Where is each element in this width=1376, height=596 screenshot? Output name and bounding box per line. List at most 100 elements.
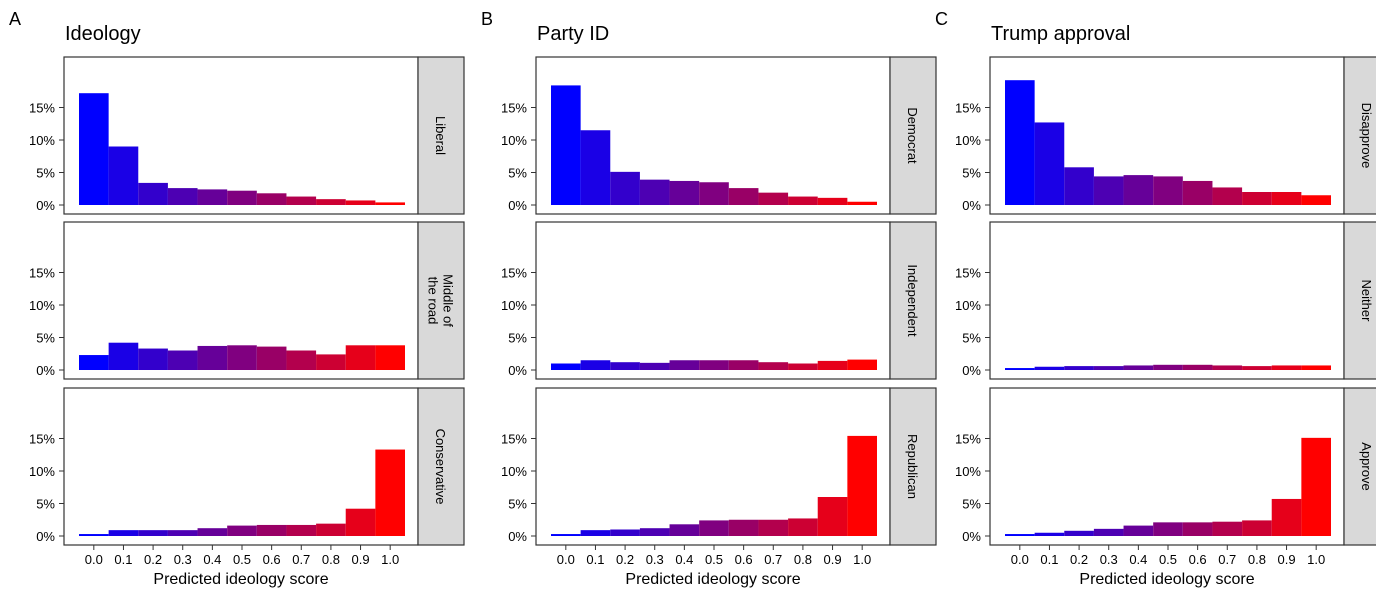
bar: [1153, 176, 1183, 205]
bar: [1271, 192, 1302, 205]
bar: [699, 520, 729, 536]
y-tick-label: 15%: [955, 432, 981, 447]
bar: [788, 518, 818, 536]
y-tick-label: 0%: [508, 198, 527, 213]
bar: [256, 193, 287, 205]
panel-letter: B: [481, 9, 493, 29]
facet-1: Middle ofthe road 0% 5% 10% 15%: [29, 221, 465, 380]
x-tick-label: 0.1: [586, 552, 604, 567]
y-tick-label: 5%: [508, 331, 527, 346]
y-tick-label: 5%: [508, 497, 527, 512]
bar: [167, 188, 198, 205]
bar: [610, 362, 640, 370]
x-tick-label: 0.1: [114, 552, 132, 567]
bar: [167, 530, 198, 536]
bar: [817, 360, 848, 370]
y-tick-label: 5%: [508, 166, 527, 181]
bar: [1093, 176, 1124, 205]
bar: [1064, 366, 1094, 370]
facet-0: Democrat 0% 5% 10% 15%: [501, 56, 937, 215]
bar: [1242, 366, 1272, 370]
x-tick-label: 0.0: [85, 552, 103, 567]
bar: [1034, 122, 1065, 205]
x-axis-label: Predicted ideology score: [153, 571, 328, 588]
x-tick-label: 0.6: [263, 552, 281, 567]
x-tick-label: 0.4: [675, 552, 693, 567]
bar: [699, 360, 729, 370]
panel-letter: C: [935, 9, 948, 29]
x-tick-label: 0.0: [557, 552, 575, 567]
y-tick-label: 15%: [955, 101, 981, 116]
facet-strip: [417, 56, 465, 215]
panel-title: Ideology: [65, 23, 141, 45]
facet-label: Democrat: [905, 107, 920, 164]
y-tick-label: 0%: [508, 363, 527, 378]
facet-strip: [417, 221, 465, 380]
bar: [138, 348, 168, 370]
facet-strip: [417, 387, 465, 546]
bar: [1123, 175, 1154, 205]
bar: [758, 519, 789, 536]
bar: [1005, 534, 1035, 536]
x-tick-label: 0.9: [352, 552, 370, 567]
bar: [345, 508, 376, 536]
bar: [728, 519, 759, 536]
bar: [788, 196, 818, 205]
bar: [1123, 365, 1154, 370]
bar: [1005, 368, 1035, 370]
x-tick-label: 0.6: [735, 552, 753, 567]
bar: [197, 345, 228, 370]
facet-label: Disapprove: [1359, 103, 1374, 169]
y-tick-label: 10%: [501, 133, 527, 148]
bar: [79, 355, 109, 370]
bar: [286, 524, 317, 536]
y-tick-label: 0%: [36, 529, 55, 544]
y-tick-label: 10%: [29, 464, 55, 479]
bar: [699, 182, 729, 205]
bar: [256, 346, 287, 370]
bar: [728, 360, 759, 370]
panel-letter: A: [9, 9, 21, 29]
bar: [551, 85, 581, 205]
y-tick-label: 15%: [501, 101, 527, 116]
bar: [1242, 520, 1272, 536]
bar: [227, 525, 257, 536]
bar: [316, 199, 346, 205]
x-tick-label: 1.0: [853, 552, 871, 567]
bar: [197, 528, 228, 536]
bar: [847, 435, 877, 536]
x-tick-label: 0.5: [233, 552, 251, 567]
bar: [286, 350, 317, 370]
bar: [79, 534, 109, 536]
bar: [167, 350, 198, 370]
y-tick-label: 10%: [501, 464, 527, 479]
y-tick-label: 10%: [955, 133, 981, 148]
x-axis-label: Predicted ideology score: [625, 571, 800, 588]
facet-label: Middle ofthe road: [426, 274, 456, 327]
bar: [286, 196, 317, 205]
bar: [1093, 528, 1124, 536]
y-tick-label: 5%: [962, 166, 981, 181]
bar: [108, 530, 139, 536]
bar: [375, 202, 405, 205]
facet-0: Disapprove 0% 5% 10% 15%: [955, 56, 1376, 215]
bar: [1005, 80, 1035, 205]
bar: [345, 345, 376, 370]
bar: [1212, 187, 1243, 205]
bar: [227, 345, 257, 370]
bar: [639, 179, 670, 205]
bar: [1271, 498, 1302, 536]
facet-label: Conservative: [433, 429, 448, 505]
bar: [108, 146, 139, 205]
bar: [227, 190, 257, 205]
bar: [610, 171, 640, 205]
facet-2: Approve 0% 5% 10% 15%: [955, 387, 1376, 546]
x-tick-label: 0.6: [1189, 552, 1207, 567]
bar: [580, 130, 611, 205]
x-tick-label: 0.7: [1218, 552, 1236, 567]
bar: [138, 530, 168, 536]
bar: [1034, 366, 1065, 370]
y-tick-label: 10%: [955, 464, 981, 479]
x-tick-label: 0.9: [824, 552, 842, 567]
